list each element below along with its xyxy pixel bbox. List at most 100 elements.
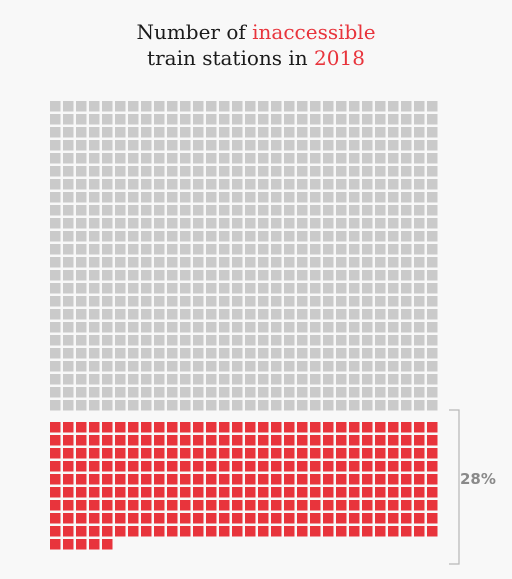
inaccessible-station-square (141, 474, 152, 485)
accessible-station-square (154, 244, 165, 255)
accessible-station-square (115, 296, 126, 307)
accessible-station-square (427, 153, 438, 164)
accessible-station-square (89, 140, 100, 151)
inaccessible-station-square (310, 474, 321, 485)
inaccessible-station-square (271, 474, 282, 485)
title-highlight-2: 2018 (314, 46, 365, 70)
accessible-station-square (336, 166, 347, 177)
accessible-station-square (310, 309, 321, 320)
accessible-station-square (76, 283, 87, 294)
inaccessible-station-square (414, 461, 425, 472)
accessible-station-square (362, 127, 373, 138)
accessible-station-square (388, 114, 399, 125)
inaccessible-station-square (141, 422, 152, 433)
accessible-station-square (115, 205, 126, 216)
inaccessible-station-square (141, 500, 152, 511)
accessible-station-square (76, 348, 87, 359)
accessible-station-square (375, 179, 386, 190)
inaccessible-station-square (89, 487, 100, 498)
accessible-station-square (245, 179, 256, 190)
accessible-station-square (76, 244, 87, 255)
accessible-station-square (50, 335, 61, 346)
accessible-station-square (76, 309, 87, 320)
inaccessible-station-square (284, 448, 295, 459)
accessible-station-square (206, 140, 217, 151)
inaccessible-station-square (349, 513, 360, 524)
accessible-station-square (193, 114, 204, 125)
accessible-station-square (206, 361, 217, 372)
accessible-station-square (180, 218, 191, 229)
accessible-station-square (258, 374, 269, 385)
accessible-station-square (193, 127, 204, 138)
inaccessible-station-square (219, 448, 230, 459)
accessible-station-square (401, 114, 412, 125)
accessible-station-square (362, 270, 373, 281)
accessible-station-square (115, 322, 126, 333)
accessible-station-square (141, 205, 152, 216)
inaccessible-station-square (167, 500, 178, 511)
inaccessible-station-square (76, 526, 87, 537)
accessible-station-square (375, 140, 386, 151)
accessible-station-square (323, 114, 334, 125)
accessible-station-square (375, 322, 386, 333)
accessible-station-square (310, 296, 321, 307)
inaccessible-station-square (336, 526, 347, 537)
accessible-station-square (50, 153, 61, 164)
inaccessible-station-square (284, 474, 295, 485)
accessible-station-square (63, 101, 74, 112)
accessible-station-square (219, 153, 230, 164)
inaccessible-station-square (76, 500, 87, 511)
inaccessible-station-square (401, 448, 412, 459)
accessible-station-square (323, 244, 334, 255)
inaccessible-station-square (102, 448, 113, 459)
accessible-station-square (336, 205, 347, 216)
inaccessible-station-square (193, 526, 204, 537)
accessible-station-square (349, 231, 360, 242)
inaccessible-station-square (388, 435, 399, 446)
accessible-station-square (232, 257, 243, 268)
accessible-station-square (427, 166, 438, 177)
accessible-station-square (76, 192, 87, 203)
accessible-station-square (76, 296, 87, 307)
accessible-station-square (206, 309, 217, 320)
accessible-station-square (154, 374, 165, 385)
accessible-station-square (50, 400, 61, 411)
accessible-station-square (206, 166, 217, 177)
accessible-station-square (297, 296, 308, 307)
accessible-station-square (349, 166, 360, 177)
accessible-station-square (388, 348, 399, 359)
accessible-station-square (76, 127, 87, 138)
accessible-station-square (154, 296, 165, 307)
accessible-station-square (128, 192, 139, 203)
inaccessible-station-square (115, 474, 126, 485)
inaccessible-station-square (63, 487, 74, 498)
accessible-station-square (232, 244, 243, 255)
accessible-station-square (193, 166, 204, 177)
inaccessible-station-square (310, 526, 321, 537)
accessible-station-square (427, 361, 438, 372)
inaccessible-station-square (414, 487, 425, 498)
accessible-station-square (50, 205, 61, 216)
accessible-station-square (206, 387, 217, 398)
accessible-station-square (323, 387, 334, 398)
accessible-station-square (115, 283, 126, 294)
accessible-station-square (219, 140, 230, 151)
accessible-station-square (375, 270, 386, 281)
accessible-station-square (76, 140, 87, 151)
accessible-station-square (115, 101, 126, 112)
accessible-station-square (102, 101, 113, 112)
accessible-station-square (115, 335, 126, 346)
accessible-station-square (323, 231, 334, 242)
accessible-station-square (115, 218, 126, 229)
accessible-station-square (245, 361, 256, 372)
accessible-station-square (167, 257, 178, 268)
accessible-station-square (388, 192, 399, 203)
accessible-station-square (232, 335, 243, 346)
accessible-station-square (388, 361, 399, 372)
accessible-station-square (271, 374, 282, 385)
accessible-station-square (154, 348, 165, 359)
accessible-station-square (375, 231, 386, 242)
accessible-station-square (336, 114, 347, 125)
accessible-station-square (141, 218, 152, 229)
accessible-station-square (102, 192, 113, 203)
